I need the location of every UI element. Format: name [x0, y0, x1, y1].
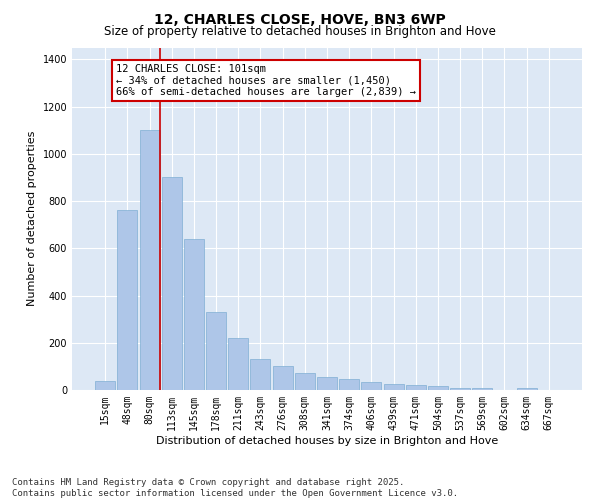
Bar	[472, 388, 492, 390]
Y-axis label: Number of detached properties: Number of detached properties	[27, 131, 37, 306]
Bar	[118, 210, 137, 390]
Bar	[295, 374, 315, 390]
Bar	[206, 312, 226, 390]
Bar	[140, 130, 160, 390]
Bar	[450, 388, 470, 390]
Bar	[361, 382, 382, 390]
Bar	[228, 338, 248, 390]
Bar	[250, 360, 271, 390]
Bar	[184, 239, 204, 390]
X-axis label: Distribution of detached houses by size in Brighton and Hove: Distribution of detached houses by size …	[156, 436, 498, 446]
Bar	[339, 380, 359, 390]
Text: Size of property relative to detached houses in Brighton and Hove: Size of property relative to detached ho…	[104, 25, 496, 38]
Text: 12 CHARLES CLOSE: 101sqm
← 34% of detached houses are smaller (1,450)
66% of sem: 12 CHARLES CLOSE: 101sqm ← 34% of detach…	[116, 64, 416, 97]
Text: Contains HM Land Registry data © Crown copyright and database right 2025.
Contai: Contains HM Land Registry data © Crown c…	[12, 478, 458, 498]
Bar	[95, 380, 115, 390]
Bar	[517, 388, 536, 390]
Bar	[383, 384, 404, 390]
Bar	[428, 386, 448, 390]
Bar	[317, 377, 337, 390]
Bar	[162, 178, 182, 390]
Bar	[272, 366, 293, 390]
Bar	[406, 386, 426, 390]
Text: 12, CHARLES CLOSE, HOVE, BN3 6WP: 12, CHARLES CLOSE, HOVE, BN3 6WP	[154, 12, 446, 26]
